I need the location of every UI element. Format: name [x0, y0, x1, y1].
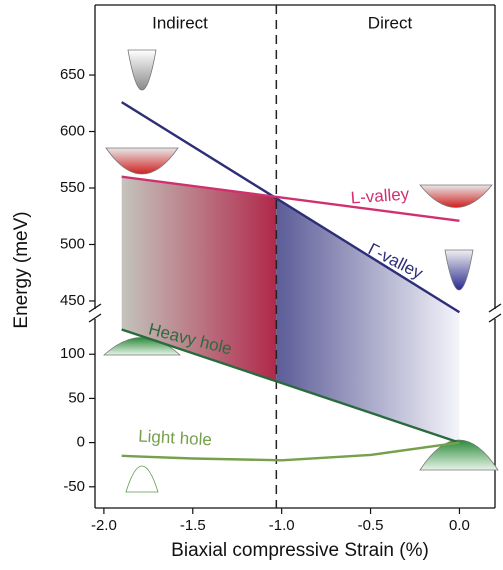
y-tick-label: 650 [60, 66, 85, 83]
x-axis-label: Biaxial compressive Strain (%) [171, 540, 429, 561]
x-tick-label: -1.5 [180, 517, 206, 534]
x-tick-label: 0.0 [449, 517, 470, 534]
shaded-regions [122, 177, 460, 443]
y-tick-label: 550 [60, 179, 85, 196]
region-label: Direct [368, 13, 413, 32]
x-tick-label: -2.0 [91, 517, 117, 534]
y-tick-label: 100 [60, 345, 85, 362]
y-tick-label: 500 [60, 235, 85, 252]
region-label: Indirect [152, 13, 208, 32]
y-tick-label: -50 [63, 478, 85, 495]
direct-region [276, 198, 459, 442]
y-tick-label: 0 [77, 434, 85, 451]
x-tick-label: -0.5 [358, 517, 384, 534]
series-label: Light hole [138, 427, 213, 450]
chart: -2.0 -1.5 -1.0 -0.5 0.0 450 500 550 600 650 -50 0 50… [0, 0, 503, 570]
y-axis-label: Energy (meV) [11, 211, 32, 328]
series-label: L-valley [350, 184, 410, 207]
y-tick-label: 600 [60, 122, 85, 139]
y-tick-label: 50 [68, 389, 85, 406]
x-tick-label: -1.0 [269, 517, 295, 534]
y-tick-label: 450 [60, 292, 85, 309]
